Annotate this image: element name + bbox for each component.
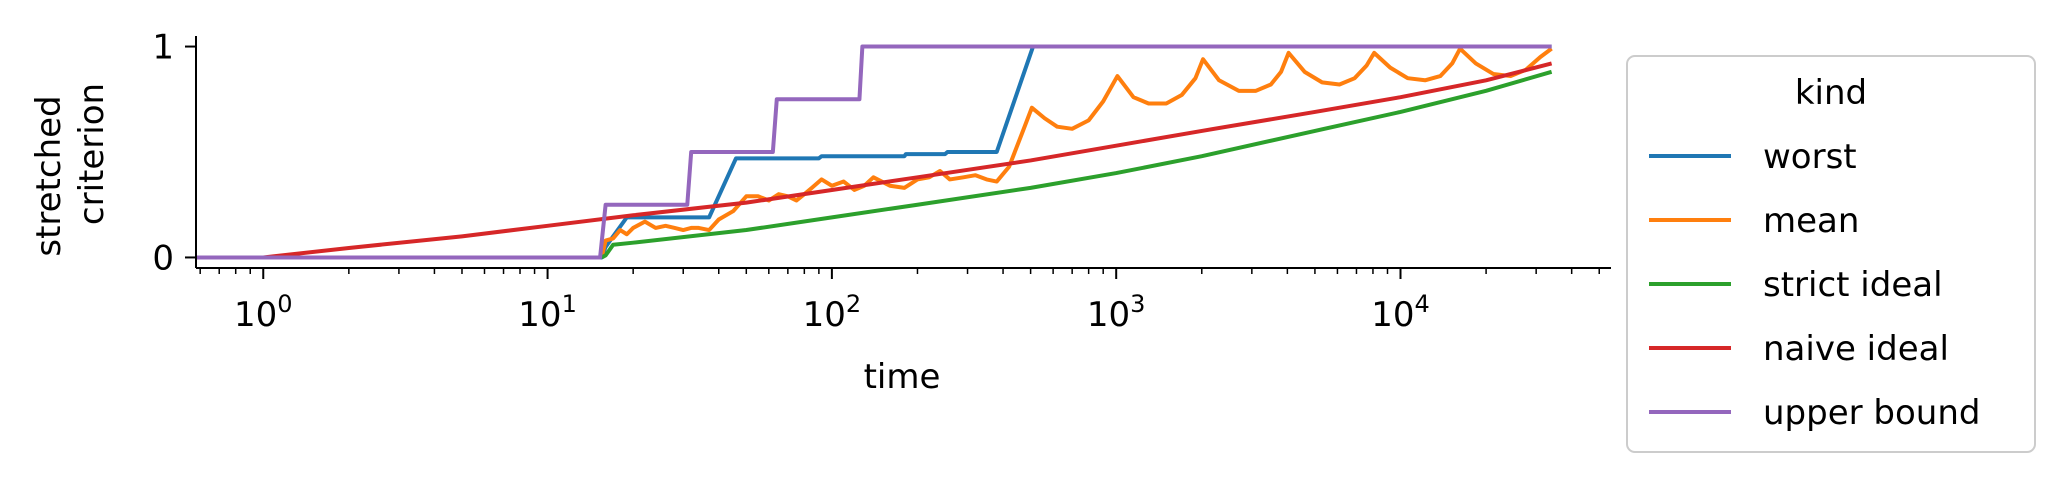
legend-label-4: upper bound (1763, 393, 1980, 433)
x-tick-label: 102 (803, 290, 862, 335)
series-line-3 (263, 61, 1553, 260)
x-axis-label: time (864, 357, 941, 397)
legend-items: worst mean strict ideal naive ideal upper bo… (1649, 137, 1980, 433)
series-line-0 (196, 44, 1552, 260)
legend-label-1: mean (1763, 201, 1859, 241)
y-axis-label-line-2: criterion (72, 83, 112, 225)
y-axis-label-line-1: stretched (29, 95, 69, 256)
series-line-1 (599, 46, 1553, 258)
legend-label-3: naive ideal (1763, 329, 1949, 369)
x-tick-label: 104 (1371, 290, 1430, 335)
plot-lines (196, 44, 1553, 260)
x-tick-label: 100 (234, 290, 293, 335)
legend: kind worst mean strict ideal naive ideal upp… (1626, 55, 2036, 453)
y-tick-label: 1 (152, 28, 174, 68)
x-tick-label: 101 (518, 290, 577, 335)
legend-title: kind (1795, 73, 1867, 113)
y-tick-label: 0 (152, 238, 174, 278)
x-tick-label: 103 (1087, 290, 1146, 335)
legend-label-2: strict ideal (1763, 265, 1943, 305)
legend-label-0: worst (1763, 137, 1857, 177)
series-line-4 (196, 44, 1552, 260)
series-line-2 (600, 69, 1553, 260)
